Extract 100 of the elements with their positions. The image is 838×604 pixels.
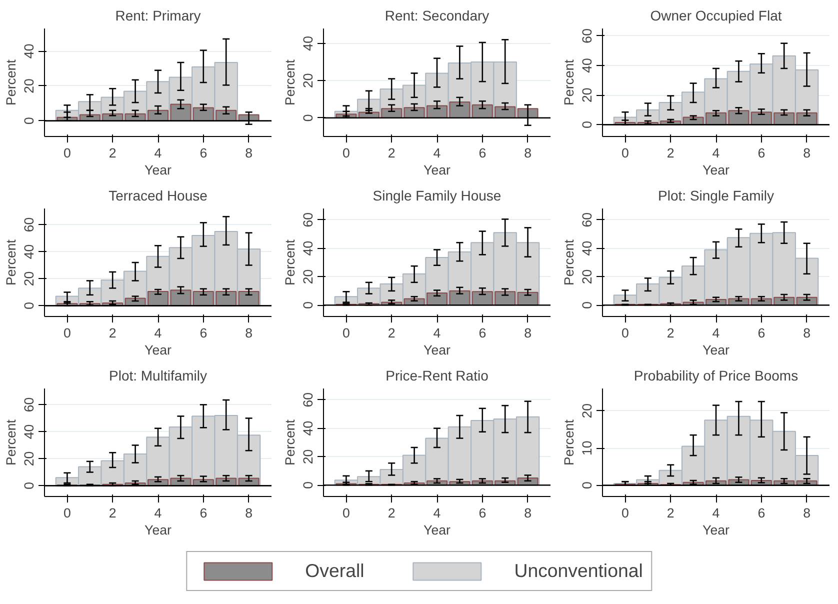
y-tick-label: 20 [22, 451, 36, 466]
x-tick-label: 6 [758, 146, 766, 160]
x-axis-title: Year [702, 522, 730, 538]
y-tick-label: 60 [300, 392, 316, 408]
x-tick-label: 6 [758, 326, 766, 340]
x-tick-label: 2 [108, 146, 116, 160]
x-tick-label: 2 [666, 326, 674, 340]
y-tick-label: 20 [300, 449, 316, 464]
x-tick-label: 8 [524, 146, 532, 160]
x-tick-label: 6 [200, 506, 208, 520]
y-axis-title: Percent [562, 419, 576, 466]
x-tick-label: 2 [388, 146, 396, 160]
chart-title: Rent: Secondary [384, 8, 490, 24]
y-tick-label: 0 [22, 302, 36, 310]
x-tick-label: 4 [712, 506, 720, 520]
y-tick-label: 0 [580, 482, 594, 490]
x-tick-label: 8 [245, 506, 253, 520]
x-tick-label: 8 [524, 506, 532, 520]
y-tick-label: 40 [22, 424, 36, 440]
x-axis-title: Year [424, 342, 452, 358]
chart-title: Probability of Price Booms [634, 368, 798, 384]
chart-title: Plot: Single Family [658, 188, 774, 204]
x-tick-label: 0 [342, 326, 350, 340]
x-tick-label: 6 [478, 146, 486, 160]
x-tick-label: 0 [342, 146, 350, 160]
x-tick-label: 2 [108, 506, 116, 520]
y-axis-title: Percent [562, 239, 576, 286]
chart-title: Rent: Primary [115, 8, 201, 24]
x-axis-title: Year [144, 342, 172, 358]
y-tick-label: 20 [22, 78, 36, 94]
x-tick-label: 0 [342, 506, 350, 520]
y-tick-label: 0 [580, 120, 594, 128]
x-tick-label: 4 [433, 326, 442, 340]
chart-title: Terraced House [108, 188, 208, 204]
chart-title: Plot: Multifamily [108, 368, 208, 384]
x-tick-label: 0 [63, 146, 71, 160]
chart-title: Single Family House [372, 188, 502, 204]
y-tick-label: 20 [300, 73, 316, 88]
y-tick-label: 40 [22, 44, 36, 59]
y-tick-label: 20 [22, 271, 36, 286]
x-tick-label: 6 [200, 326, 208, 340]
x-tick-label: 8 [245, 326, 253, 340]
x-tick-label: 4 [712, 146, 720, 160]
y-tick-label: 60 [580, 212, 594, 228]
x-tick-label: 4 [712, 326, 720, 340]
y-tick-label: 0 [22, 117, 36, 125]
x-tick-label: 0 [621, 146, 629, 160]
x-axis-title: Year [144, 162, 172, 178]
x-tick-label: 4 [433, 506, 442, 520]
y-tick-label: 40 [580, 240, 594, 256]
x-tick-label: 2 [666, 146, 674, 160]
x-tick-label: 6 [478, 326, 486, 340]
y-axis-title: Percent [282, 239, 298, 286]
x-tick-label: 2 [666, 506, 674, 520]
y-tick-label: 60 [580, 28, 594, 44]
y-tick-label: 20 [300, 269, 316, 284]
y-tick-label: 40 [300, 420, 316, 436]
chart-title: Owner Occupied Flat [650, 8, 782, 24]
x-tick-label: 0 [621, 326, 629, 340]
x-axis-title: Year [144, 522, 172, 538]
y-tick-label: 40 [580, 58, 594, 73]
x-tick-label: 4 [154, 146, 162, 160]
x-axis-title: Year [702, 342, 730, 358]
y-tick-label: 40 [300, 240, 316, 256]
x-tick-label: 0 [63, 506, 71, 520]
y-tick-label: 0 [300, 301, 316, 309]
y-axis-title: Percent [282, 419, 298, 466]
x-tick-label: 8 [803, 146, 811, 160]
x-tick-label: 2 [388, 326, 396, 340]
y-tick-label: 0 [300, 114, 316, 122]
y-tick-label: 10 [580, 440, 594, 456]
y-tick-label: 40 [300, 36, 316, 51]
y-tick-label: 0 [580, 301, 594, 309]
y-axis-title: Percent [4, 59, 18, 106]
legend-label: Overall [305, 560, 364, 582]
y-axis-title: Percent [282, 59, 298, 106]
y-tick-label: 20 [580, 88, 594, 102]
x-tick-label: 4 [154, 506, 162, 520]
y-tick-label: 0 [22, 482, 36, 490]
y-axis-title: Percent [562, 59, 576, 106]
legend-label: Unconventional [514, 560, 643, 582]
y-tick-label: 40 [22, 244, 36, 260]
y-tick-label: 60 [22, 397, 36, 412]
x-tick-label: 0 [621, 506, 629, 520]
y-axis-title: Percent [4, 419, 18, 466]
x-tick-label: 2 [388, 506, 396, 520]
x-tick-label: 8 [803, 326, 811, 340]
y-tick-label: 0 [300, 481, 316, 489]
x-tick-label: 4 [433, 146, 442, 160]
x-axis-title: Year [424, 522, 452, 538]
x-tick-label: 6 [200, 146, 208, 160]
x-axis-title: Year [702, 162, 730, 178]
y-tick-label: 60 [22, 217, 36, 232]
y-axis-title: Percent [4, 239, 18, 286]
x-tick-label: 8 [524, 326, 532, 340]
x-tick-label: 6 [758, 506, 766, 520]
x-tick-label: 2 [108, 326, 116, 340]
x-tick-label: 8 [245, 146, 253, 160]
y-tick-label: 20 [580, 269, 594, 284]
x-tick-label: 8 [803, 506, 811, 520]
